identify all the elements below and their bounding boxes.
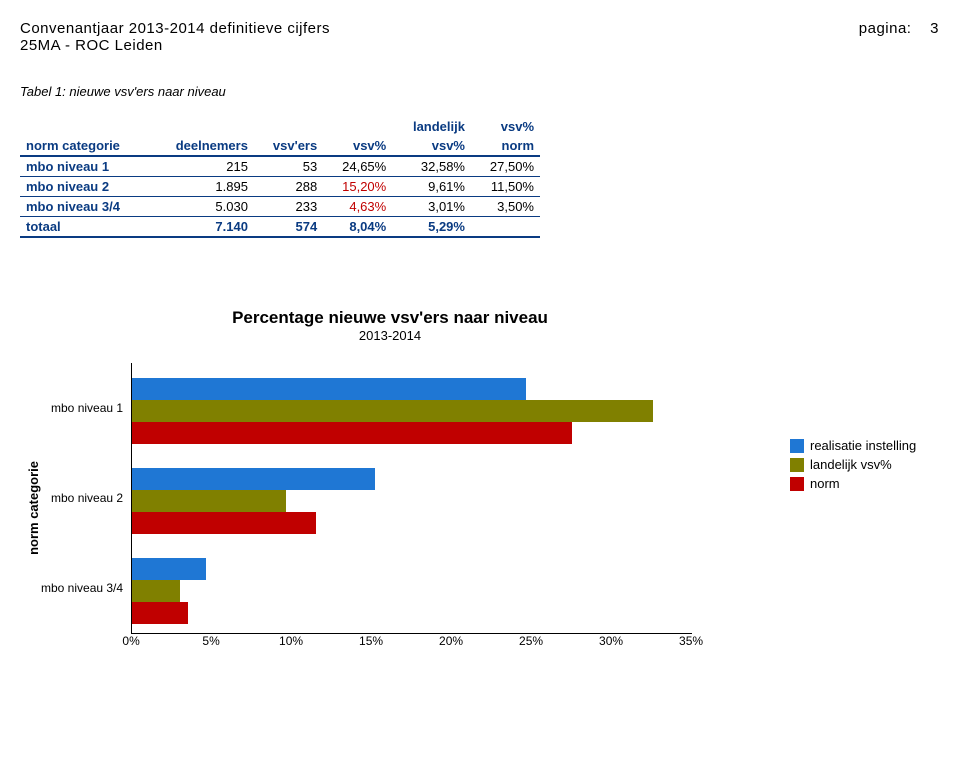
col-norm: norm <box>471 136 540 156</box>
cell-norm: 3,50% <box>471 197 540 217</box>
x-tick-label: 5% <box>202 634 219 648</box>
cell-vsvpct: 8,04% <box>323 217 392 238</box>
legend-item: norm <box>790 476 916 491</box>
header-right: pagina: 3 <box>859 20 939 54</box>
cell-norm: 27,50% <box>471 156 540 177</box>
bar <box>132 468 375 490</box>
cell-norm: 11,50% <box>471 177 540 197</box>
chart-legend: realisatie instelling landelijk vsv% norm <box>790 438 916 495</box>
bar <box>132 422 572 444</box>
bar <box>132 558 206 580</box>
x-axis-ticks: 0%5%10%15%20%25%30%35% <box>131 634 691 652</box>
x-tick-label: 0% <box>122 634 139 648</box>
table-body: mbo niveau 12155324,65%32,58%27,50%mbo n… <box>20 156 540 237</box>
y-tick-label: mbo niveau 2 <box>41 491 123 505</box>
chart-subtitle: 2013-2014 <box>20 328 760 343</box>
legend-swatch <box>790 458 804 472</box>
col-norm-top: vsv% <box>471 117 540 136</box>
cell-norm <box>471 217 540 238</box>
cell-vsvers: 233 <box>254 197 323 217</box>
col-deelnemers: deelnemers <box>150 136 254 156</box>
x-tick-label: 35% <box>679 634 703 648</box>
cell-vsvpct: 24,65% <box>323 156 392 177</box>
cell-vsvers: 53 <box>254 156 323 177</box>
col-landelijk-top: landelijk <box>392 117 471 136</box>
doc-title-line1: Convenantjaar 2013-2014 definitieve cijf… <box>20 20 330 37</box>
y-tick-label: mbo niveau 3/4 <box>41 581 123 595</box>
cell-category: mbo niveau 2 <box>20 177 150 197</box>
y-axis-ticks: mbo niveau 1 mbo niveau 2 mbo niveau 3/4 <box>41 363 131 633</box>
x-tick-label: 30% <box>599 634 623 648</box>
cell-landelijk: 3,01% <box>392 197 471 217</box>
table-caption: Tabel 1: nieuwe vsv'ers naar niveau <box>20 84 939 99</box>
cell-landelijk: 32,58% <box>392 156 471 177</box>
bar <box>132 400 653 422</box>
bar <box>132 512 316 534</box>
legend-swatch <box>790 477 804 491</box>
chart-area: Percentage nieuwe vsv'ers naar niveau 20… <box>20 308 939 652</box>
table-row: mbo niveau 3/45.0302334,63%3,01%3,50% <box>20 197 540 217</box>
cell-deelnemers: 215 <box>150 156 254 177</box>
page-number: 3 <box>930 20 939 37</box>
y-tick-label: mbo niveau 1 <box>41 401 123 415</box>
cell-vsvpct: 15,20% <box>323 177 392 197</box>
col-landelijk: vsv% <box>392 136 471 156</box>
chart-body: norm categorie mbo niveau 1mbo niveau 2m… <box>20 363 760 652</box>
cell-vsvers: 288 <box>254 177 323 197</box>
col-vsvers: vsv'ers <box>254 136 323 156</box>
legend-item: landelijk vsv% <box>790 457 916 472</box>
col-category: norm categorie <box>20 136 150 156</box>
cell-vsvers: 574 <box>254 217 323 238</box>
bar-group <box>132 549 206 633</box>
bar-group <box>132 459 375 543</box>
y-axis-label: norm categorie <box>20 461 41 555</box>
bar <box>132 378 526 400</box>
x-tick-label: 20% <box>439 634 463 648</box>
cell-landelijk: 5,29% <box>392 217 471 238</box>
header-left: Convenantjaar 2013-2014 definitieve cijf… <box>20 20 330 54</box>
table-row-total: totaal7.1405748,04%5,29% <box>20 217 540 238</box>
page-header: Convenantjaar 2013-2014 definitieve cijf… <box>20 20 939 54</box>
page-label: pagina: <box>859 20 912 37</box>
cell-category: mbo niveau 3/4 <box>20 197 150 217</box>
legend-swatch <box>790 439 804 453</box>
x-tick-label: 25% <box>519 634 543 648</box>
doc-title-line2: 25MA - ROC Leiden <box>20 37 330 54</box>
x-tick-label: 10% <box>279 634 303 648</box>
chart-block: Percentage nieuwe vsv'ers naar niveau 20… <box>20 308 760 652</box>
table-row: mbo niveau 21.89528815,20%9,61%11,50% <box>20 177 540 197</box>
table-row: mbo niveau 12155324,65%32,58%27,50% <box>20 156 540 177</box>
col-vsvpct: vsv% <box>323 136 392 156</box>
legend-label: realisatie instelling <box>810 438 916 453</box>
bar-group <box>132 369 653 453</box>
legend-label: landelijk vsv% <box>810 457 892 472</box>
bar <box>132 580 180 602</box>
chart-plot <box>131 363 692 634</box>
bar <box>132 490 286 512</box>
cell-vsvpct: 4,63% <box>323 197 392 217</box>
cell-category: mbo niveau 1 <box>20 156 150 177</box>
cell-deelnemers: 1.895 <box>150 177 254 197</box>
legend-item: realisatie instelling <box>790 438 916 453</box>
cell-deelnemers: 5.030 <box>150 197 254 217</box>
legend-label: norm <box>810 476 840 491</box>
cell-deelnemers: 7.140 <box>150 217 254 238</box>
cell-category: totaal <box>20 217 150 238</box>
data-table: landelijk vsv% norm categorie deelnemers… <box>20 117 540 238</box>
x-tick-label: 15% <box>359 634 383 648</box>
cell-landelijk: 9,61% <box>392 177 471 197</box>
bar <box>132 602 188 624</box>
chart-title: Percentage nieuwe vsv'ers naar niveau <box>20 308 760 328</box>
